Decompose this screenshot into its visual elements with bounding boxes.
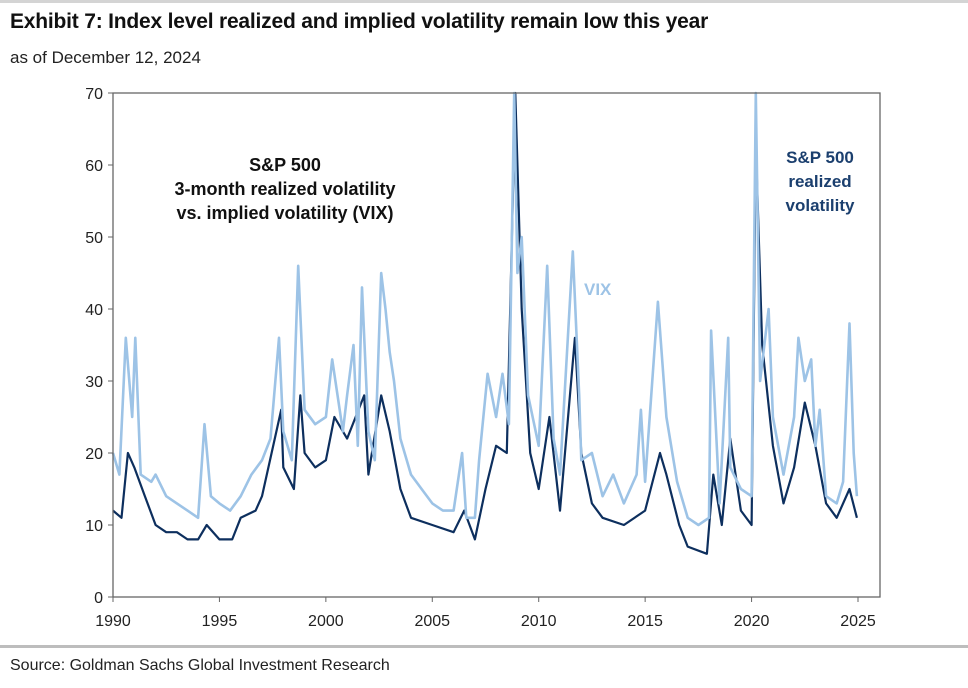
x-tick-label: 1990 bbox=[95, 613, 131, 630]
x-tick-label: 2025 bbox=[840, 613, 876, 630]
y-tick-label: 70 bbox=[85, 86, 103, 103]
source-note: Source: Goldman Sachs Global Investment … bbox=[10, 657, 390, 674]
plot-frame bbox=[112, 92, 881, 598]
annotation-line: realized bbox=[788, 172, 852, 191]
x-tick-label: 2000 bbox=[308, 613, 344, 630]
top-divider bbox=[0, 0, 968, 3]
annotation-line: 3-month realized volatility bbox=[174, 179, 396, 199]
realized-series-label: S&P 500 realized volatility bbox=[770, 146, 870, 218]
annotation-line: S&P 500 bbox=[786, 148, 854, 167]
y-tick-label: 10 bbox=[85, 518, 103, 535]
annotation-line: vs. implied volatility (VIX) bbox=[176, 203, 394, 223]
y-tick-label: 0 bbox=[94, 590, 103, 607]
y-tick-label: 40 bbox=[85, 302, 103, 319]
chart-annotation-main: S&P 500 3-month realized volatility vs. … bbox=[150, 153, 420, 225]
annotation-line: volatility bbox=[785, 196, 855, 215]
x-tick-label: 2015 bbox=[627, 613, 663, 630]
annotation-line: S&P 500 bbox=[249, 155, 321, 175]
vix-line bbox=[111, 91, 859, 527]
bottom-divider bbox=[0, 645, 968, 648]
y-tick-label: 30 bbox=[85, 374, 103, 391]
y-tick-label: 20 bbox=[85, 446, 103, 463]
y-tick-label: 60 bbox=[85, 158, 103, 175]
vix-series-label: VIX bbox=[584, 280, 612, 299]
y-tick-label: 50 bbox=[85, 230, 103, 247]
x-tick-label: 2005 bbox=[414, 613, 450, 630]
x-tick-label: 1995 bbox=[202, 613, 238, 630]
chart-title: Exhibit 7: Index level realized and impl… bbox=[10, 10, 709, 33]
chart-subtitle: as of December 12, 2024 bbox=[10, 48, 201, 67]
x-tick-label: 2010 bbox=[521, 613, 557, 630]
volatility-chart: 0 10 20 30 40 50 60 70 1990 1995 2000 2005 2010 2015 2… bbox=[85, 86, 881, 630]
realized-vol-line bbox=[112, 91, 858, 555]
x-tick-label: 2020 bbox=[734, 613, 770, 630]
